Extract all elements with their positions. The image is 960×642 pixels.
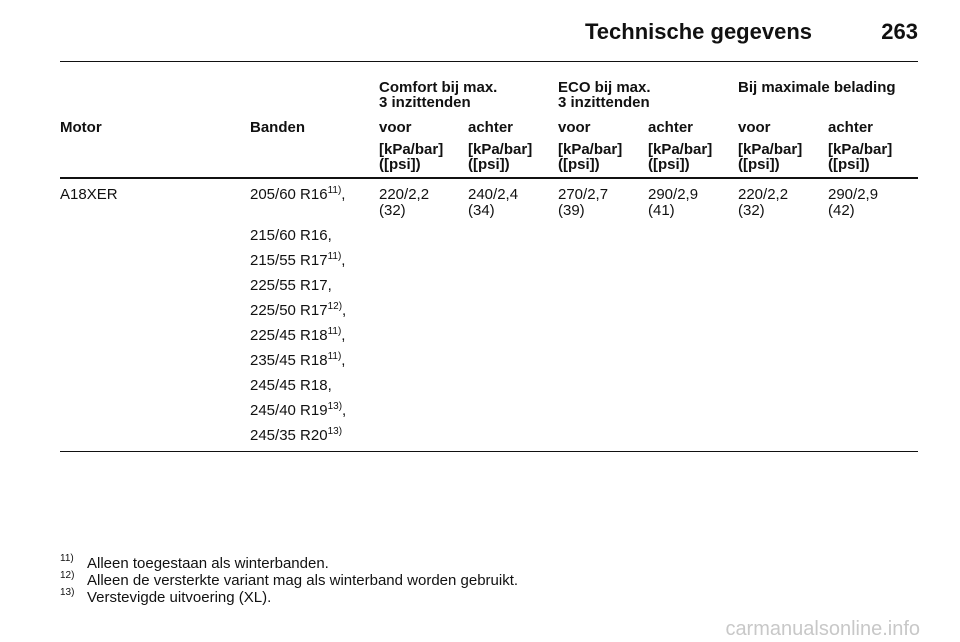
pressure: 270/2,7 [558,186,609,203]
unit: [kPa/bar] [648,141,713,158]
tyre-size: 245/45 R18 [250,377,328,394]
footnote: Alleen toegestaan als winterbanden. [87,555,329,572]
tyre: 215/55 R1711), [250,251,346,269]
separator: , [341,327,346,344]
unit: ([psi]) [558,156,600,173]
footnote-ref: 13) [327,426,343,437]
column-header: voor [379,119,412,136]
tyre: 245/45 R18, [250,378,332,394]
page-number: 263 [881,19,918,44]
tyre-size: 235/45 R18 [250,352,328,369]
footnote-mark: 12) [60,570,75,581]
tyre-size: 225/50 R17 [250,302,328,319]
tyre: 215/60 R16, [250,228,332,244]
unit: ([psi]) [738,156,780,173]
footnote-mark: 11) [60,553,74,564]
separator: , [342,302,347,319]
tyre: 205/60 R1611), [250,185,346,203]
tyre-size: 225/55 R17 [250,277,328,294]
separator: , [341,252,346,269]
pressure: (39) [558,202,585,219]
group-header: ECO bij max. [558,79,651,96]
column-header: achter [648,119,694,136]
pressure: 220/2,2 [379,186,430,203]
group-header: Comfort bij max. [379,79,498,96]
group-header: 3 inzittenden [558,94,650,111]
group-header: 3 inzittenden [379,94,471,111]
tyre-size: 225/45 R18 [250,327,328,344]
unit: ([psi]) [828,156,870,173]
column-header: achter [468,119,514,136]
tyre-size: 245/35 R20 [250,427,328,444]
footnote: Alleen de versterkte variant mag als win… [87,572,519,589]
unit: [kPa/bar] [558,141,623,158]
column-header: Banden [250,119,306,136]
column-header: voor [558,119,591,136]
group-header: Bij maximale belading [738,79,896,96]
unit: ([psi]) [648,156,690,173]
pressure: 290/2,9 [828,186,879,203]
tyre: 235/45 R1811), [250,351,346,369]
rule [60,61,918,62]
unit: [kPa/bar] [379,141,444,158]
unit: [kPa/bar] [828,141,893,158]
column-header: voor [738,119,771,136]
unit: [kPa/bar] [738,141,803,158]
tyre: 225/50 R1712), [250,301,347,319]
footnote-ref: 11) [327,326,342,337]
unit: ([psi]) [468,156,510,173]
pressure: 290/2,9 [648,186,699,203]
pressure: 220/2,2 [738,186,789,203]
tyre: 245/40 R1913), [250,401,347,419]
rule [60,177,918,179]
tyre: 225/55 R17, [250,278,332,294]
footnote-mark: 13) [60,587,75,598]
tyre: 225/45 R1811), [250,326,346,344]
column-header: achter [828,119,874,136]
footnote-ref: 11) [327,251,342,262]
footnote-ref: 11) [327,351,342,362]
pressure: (34) [468,202,495,219]
pressure: (32) [379,202,406,219]
motor: A18XER [60,186,118,203]
unit: [kPa/bar] [468,141,533,158]
separator: , [342,402,347,419]
tyre-size: 245/40 R19 [250,402,328,419]
tyre: 245/35 R2013) [250,426,343,444]
page-title: Technische gegevens [584,19,812,44]
pressure: (41) [648,202,675,219]
footnote: Verstevigde uitvoering (XL). [87,589,272,606]
footnote-ref: 11) [327,185,342,196]
tyre-size: 205/60 R16 [250,186,328,203]
separator: , [327,277,332,294]
separator: , [327,377,332,394]
rule [60,451,918,452]
pressure: (32) [738,202,765,219]
tyre-size: 215/55 R17 [250,252,328,269]
watermark: carmanualsonline.info [725,618,920,640]
unit: ([psi]) [379,156,421,173]
tyre-size: 215/60 R16 [250,227,328,244]
separator: , [341,352,346,369]
pressure: (42) [828,202,855,219]
separator: , [341,186,346,203]
footnote-ref: 12) [327,301,343,312]
column-header: Motor [60,119,102,136]
footnote-ref: 13) [327,401,343,412]
pressure: 240/2,4 [468,186,519,203]
separator: , [327,227,332,244]
